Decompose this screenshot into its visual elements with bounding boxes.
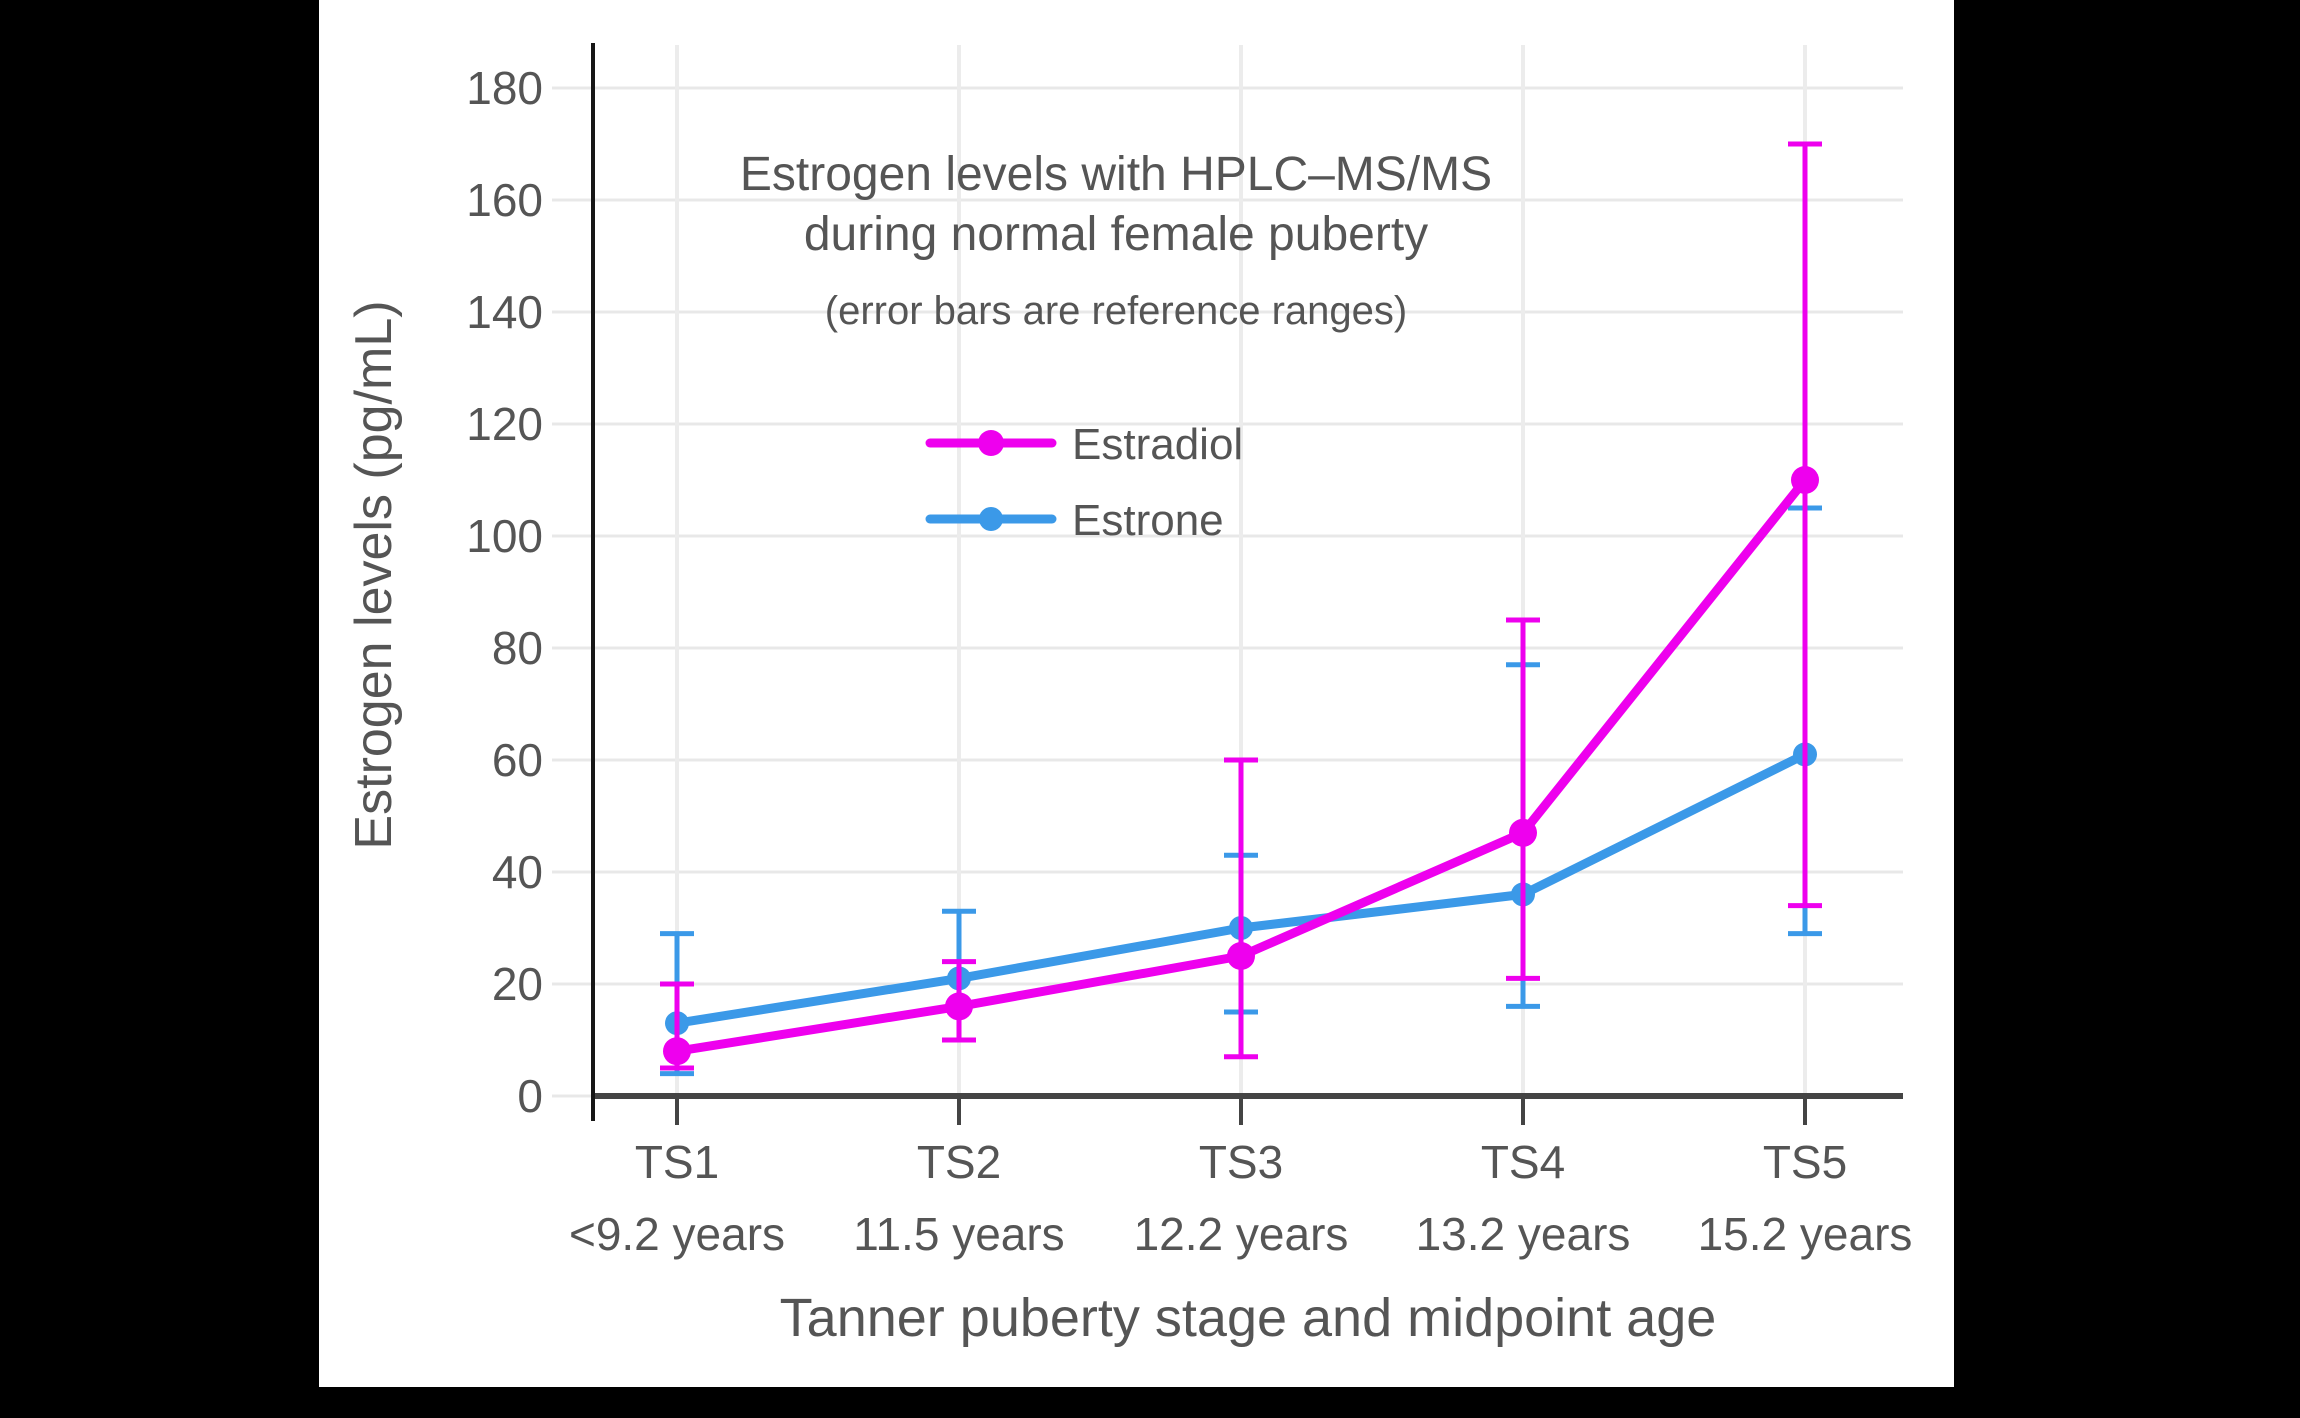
y-tick-label: 40	[492, 846, 543, 898]
data-point	[1227, 942, 1255, 970]
data-point	[1509, 818, 1537, 847]
legend-label-estradiol: Estradiol	[1072, 420, 1243, 469]
x-age-label: <9.2 years	[569, 1208, 785, 1260]
legend-item-estrone: Estrone	[925, 496, 1224, 545]
y-tick-label: 0	[517, 1070, 543, 1122]
chart-svg: 0 20 40 60 80 100 120 140 160 180 TS1 <9.2 years TS2…	[345, 43, 1912, 1348]
x-stage-label: TS1	[635, 1136, 719, 1188]
legend-label-estrone: Estrone	[1072, 496, 1224, 545]
data-point	[1791, 466, 1819, 494]
x-stage-label: TS3	[1199, 1136, 1283, 1188]
series-estradiol	[660, 141, 1822, 1071]
data-point	[945, 992, 973, 1021]
x-stage-label: TS2	[917, 1136, 1001, 1188]
legend: Estradiol Estrone	[925, 420, 1243, 545]
x-age-label: 11.5 years	[853, 1208, 1064, 1260]
data-point	[663, 1037, 691, 1066]
chart-subtitle: (error bars are reference ranges)	[825, 289, 1407, 333]
y-tick-label: 80	[492, 622, 543, 674]
estradiol-swatch-dot	[978, 430, 1004, 456]
y-tick-label: 180	[466, 62, 543, 114]
x-stage-label: TS4	[1481, 1136, 1565, 1188]
y-tick-label: 100	[466, 510, 543, 562]
chart-title-line1: Estrogen levels with HPLC–MS/MS	[740, 148, 1492, 201]
horizontal-gridlines	[552, 86, 1903, 1098]
chart-figure: 0 20 40 60 80 100 120 140 160 180 TS1 <9.2 years TS2…	[319, 0, 1954, 1387]
tick-labels: 0 20 40 60 80 100 120 140 160 180 TS1 <9.2 years TS2…	[466, 62, 1912, 1260]
y-axis-title: Estrogen levels (pg/mL)	[345, 300, 403, 849]
y-tick-label: 120	[466, 398, 543, 450]
chart-title-line2: during normal female puberty	[804, 208, 1428, 261]
x-age-label: 15.2 years	[1698, 1208, 1913, 1260]
series-layer	[660, 141, 1822, 1077]
y-tick-label: 20	[492, 958, 543, 1010]
legend-item-estradiol: Estradiol	[925, 420, 1243, 469]
estrone-swatch-dot	[979, 507, 1003, 531]
y-tick-label: 140	[466, 286, 543, 338]
y-tick-label: 160	[466, 174, 543, 226]
x-axis-title: Tanner puberty stage and midpoint age	[780, 1288, 1717, 1348]
y-tick-label: 60	[492, 734, 543, 786]
x-age-label: 13.2 years	[1416, 1208, 1631, 1260]
x-age-label: 12.2 years	[1134, 1208, 1349, 1260]
x-stage-label: TS5	[1763, 1136, 1847, 1188]
